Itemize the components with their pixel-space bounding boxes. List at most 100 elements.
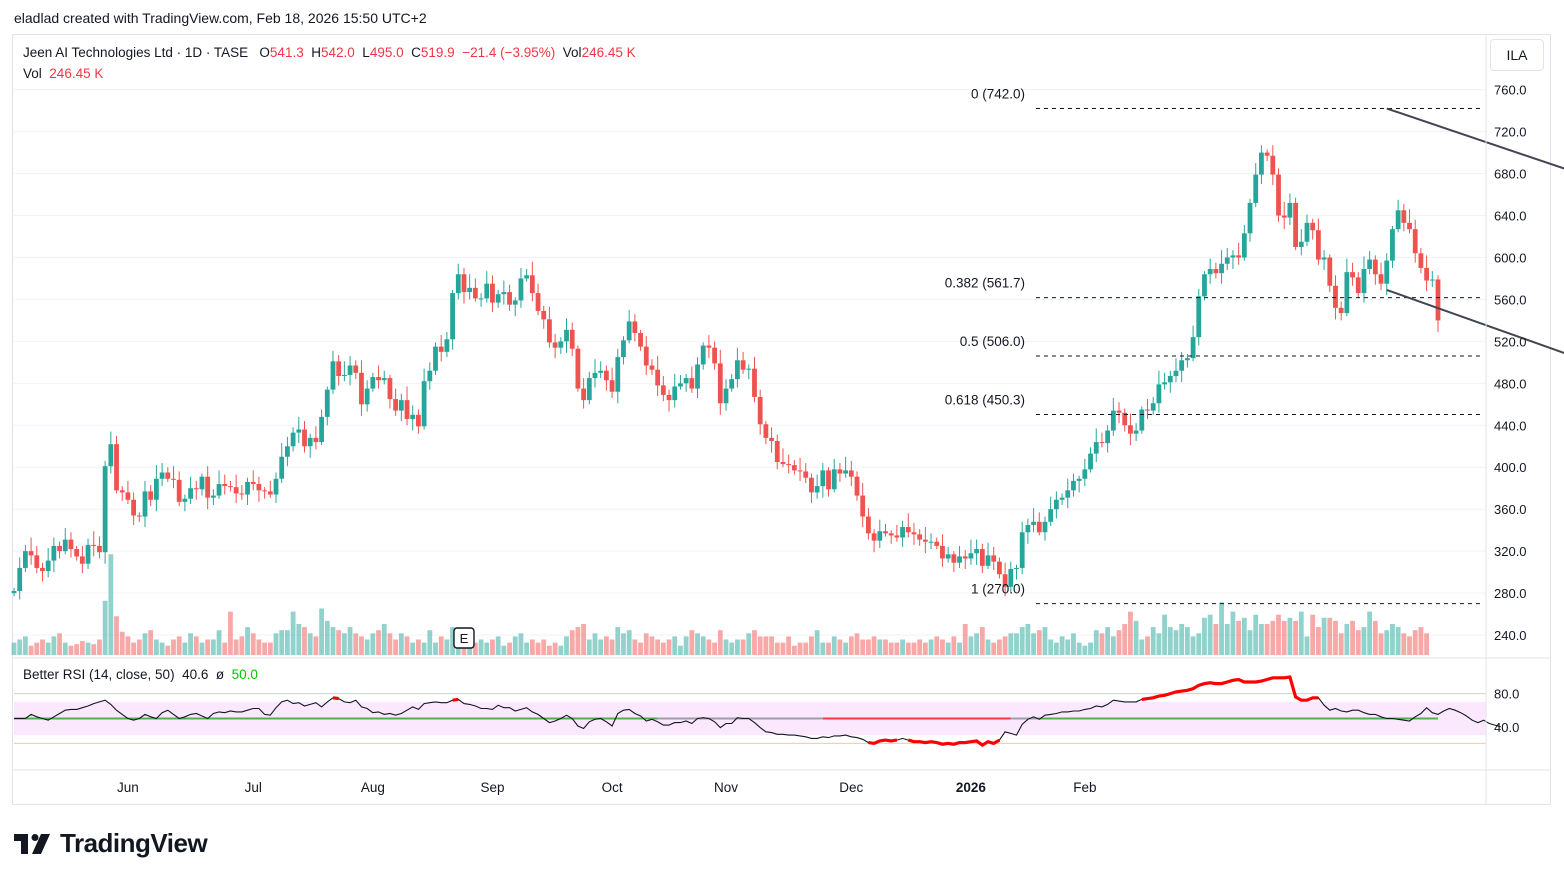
- candle-body: [1304, 222, 1310, 242]
- volume-bar: [717, 630, 723, 655]
- candle-body: [313, 437, 319, 443]
- volume-bar: [638, 642, 643, 655]
- volume-bar: [871, 636, 877, 655]
- candle-body: [97, 545, 102, 553]
- time-tick-label: Dec: [839, 780, 863, 795]
- volume-bar: [723, 639, 729, 655]
- candle-body: [393, 399, 399, 411]
- tradingview-logo[interactable]: TradingView: [14, 828, 208, 859]
- candle-body: [404, 400, 410, 419]
- candle-body: [478, 298, 484, 300]
- volume-bar: [1122, 624, 1128, 655]
- volume-bar: [643, 633, 649, 655]
- candle-body: [712, 347, 718, 364]
- rsi-tick-label: 40.0: [1494, 720, 1519, 735]
- candle-body: [609, 380, 615, 392]
- earnings-marker-box: [453, 627, 475, 649]
- rsi-legend[interactable]: Better RSI (14, close, 50) 40.6 ø 50.0: [23, 667, 258, 682]
- volume-bar: [1276, 614, 1281, 655]
- candle-body: [900, 527, 905, 538]
- candle-body: [1435, 279, 1441, 321]
- volume-bar: [603, 636, 609, 655]
- candle-body: [1367, 259, 1373, 269]
- volume-legend-label: Vol: [23, 66, 42, 81]
- volume-bar: [1350, 620, 1355, 655]
- volume-bar: [1025, 624, 1031, 655]
- rsi-legend-symbol: ø: [215, 667, 225, 682]
- candle-body: [1025, 524, 1031, 533]
- candle-body: [427, 370, 433, 382]
- candle-body: [222, 484, 228, 487]
- volume-bar: [1184, 627, 1190, 655]
- candle-body: [330, 361, 336, 390]
- candle-body: [1082, 469, 1088, 479]
- candle-body: [1378, 274, 1384, 284]
- volume-bar: [421, 642, 427, 655]
- volume-bar: [524, 642, 530, 655]
- volume-bar: [398, 633, 404, 655]
- volume-legend[interactable]: Vol 246.45 K: [23, 66, 103, 81]
- volume-bar: [649, 636, 655, 655]
- time-tick-label: Jun: [117, 780, 139, 795]
- volume-bar: [660, 642, 666, 655]
- volume-bar: [866, 639, 871, 655]
- candle-body: [678, 383, 683, 387]
- open-label: O: [259, 45, 270, 60]
- candle-body: [951, 554, 957, 563]
- price-tick-label: 280.0: [1494, 586, 1527, 601]
- candle-body: [746, 368, 752, 370]
- candle-body: [210, 495, 216, 498]
- candle-body: [1315, 230, 1321, 260]
- volume-bar: [769, 636, 774, 655]
- candle-body: [558, 341, 564, 348]
- symbol-name[interactable]: Jeen AI Technologies Ltd · 1D · TASE: [23, 45, 249, 60]
- candle-body: [734, 360, 740, 380]
- vol-value: 246.45 K: [581, 45, 636, 60]
- candle-body: [416, 414, 421, 427]
- volume-bar: [575, 627, 581, 655]
- volume-bar: [404, 636, 410, 655]
- volume-bar: [119, 631, 125, 655]
- candle-body: [866, 516, 871, 534]
- volume-bar: [979, 627, 985, 655]
- volume-bar: [672, 636, 678, 655]
- candle-body: [803, 471, 809, 478]
- candle-body: [433, 346, 438, 371]
- candle-body: [843, 470, 849, 474]
- volume-bar: [1378, 633, 1384, 655]
- candle-body: [1014, 567, 1019, 569]
- volume-bar: [752, 630, 757, 655]
- rsi-tick-label: 80.0: [1494, 687, 1519, 702]
- candle-body: [1150, 403, 1156, 411]
- volume-bar: [854, 633, 860, 655]
- volume-bar: [991, 642, 997, 655]
- candle-body: [569, 329, 575, 349]
- candle-body: [991, 555, 997, 562]
- candle-body: [1071, 480, 1076, 491]
- volume-bar: [359, 636, 364, 655]
- volume-bar: [490, 639, 495, 655]
- candle-body: [626, 321, 632, 341]
- channel-upper-line: [1386, 107, 1564, 170]
- volume-bar: [1333, 620, 1338, 655]
- currency-button[interactable]: ILA: [1490, 39, 1544, 71]
- volume-bar: [820, 642, 826, 655]
- time-tick-label: Sep: [480, 780, 504, 795]
- volume-bar: [1270, 620, 1276, 655]
- volume-bar: [826, 642, 831, 655]
- volume-bar: [1128, 611, 1133, 655]
- volume-bar: [302, 627, 307, 655]
- volume-bar: [581, 624, 586, 655]
- volume-bar: [478, 639, 484, 655]
- volume-bar: [370, 633, 376, 655]
- volume-bar: [1367, 611, 1373, 655]
- candle-body: [51, 545, 57, 561]
- volume-bar: [273, 633, 279, 655]
- price-tick-label: 600.0: [1494, 250, 1527, 265]
- volume-bar: [1036, 630, 1042, 655]
- candle-body: [262, 490, 268, 492]
- candle-body: [1270, 155, 1276, 175]
- candle-body: [877, 531, 883, 541]
- time-tick-label: Nov: [714, 780, 738, 795]
